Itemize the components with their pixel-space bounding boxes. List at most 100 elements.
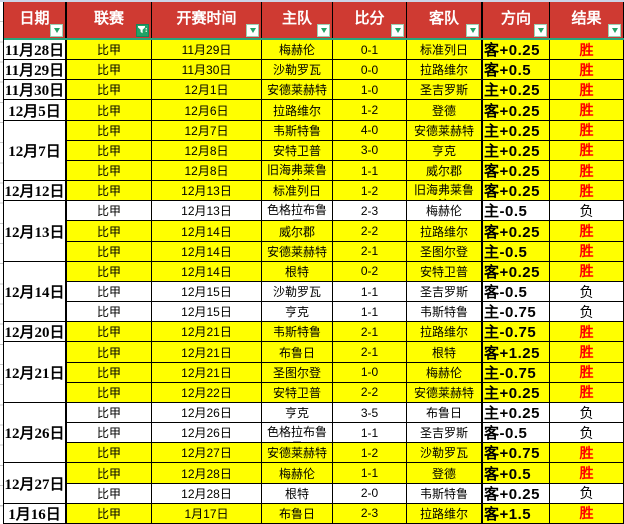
score-cell[interactable]: 1-1 <box>333 423 407 444</box>
home-team-cell[interactable]: 韦斯特鲁 <box>262 120 333 141</box>
league-cell[interactable]: 比甲 <box>67 302 152 323</box>
league-cell[interactable]: 比甲 <box>67 362 152 383</box>
kickoff-cell[interactable]: 12月28日 <box>152 463 262 484</box>
home-team-cell[interactable]: 色格拉布鲁 日 <box>262 423 333 444</box>
league-cell[interactable]: 比甲 <box>67 503 152 524</box>
result-cell[interactable]: 胜 <box>550 362 624 383</box>
kickoff-cell[interactable]: 12月21日 <box>152 362 262 383</box>
date-cell[interactable]: 11月28日 <box>4 40 67 61</box>
score-cell[interactable]: 2-1 <box>333 322 407 343</box>
league-cell[interactable]: 比甲 <box>67 382 152 403</box>
kickoff-cell[interactable]: 12月28日 <box>152 483 262 504</box>
date-cell[interactable]: 11月30日 <box>4 80 67 101</box>
score-cell[interactable]: 2-0 <box>333 483 407 504</box>
home-team-cell[interactable]: 色格拉布鲁 日 <box>262 201 333 222</box>
filter-dropdown-icon[interactable] <box>246 24 259 37</box>
result-cell[interactable]: 胜 <box>550 140 624 161</box>
home-team-cell[interactable]: 布鲁日 <box>262 342 333 363</box>
score-cell[interactable]: 4-0 <box>333 120 407 141</box>
result-cell[interactable]: 负 <box>550 483 624 504</box>
kickoff-cell[interactable]: 12月13日 <box>152 201 262 222</box>
direction-cell[interactable]: 客+0.5 <box>481 463 550 484</box>
filter-dropdown-icon[interactable] <box>466 24 479 37</box>
direction-cell[interactable]: 客+1.5 <box>481 503 550 524</box>
away-cell[interactable]: 威尔郡 <box>407 160 481 182</box>
home-team-cell[interactable]: 韦斯特鲁 <box>262 322 333 343</box>
league-cell[interactable]: 比甲 <box>67 60 152 81</box>
result-cell[interactable]: 胜 <box>550 181 624 202</box>
kickoff-cell[interactable]: 11月30日 <box>152 60 262 81</box>
direction-cell[interactable]: 主+0.25 <box>481 402 550 424</box>
header-cell-away[interactable]: 客队 <box>407 2 481 38</box>
direction-cell[interactable]: 客+0.25 <box>481 221 550 242</box>
direction-cell[interactable]: 主-0.75 <box>481 322 550 343</box>
score-cell[interactable]: 1-1 <box>333 302 407 323</box>
away-cell[interactable]: 拉路维尔 <box>407 60 481 81</box>
score-cell[interactable]: 3-5 <box>333 402 407 424</box>
kickoff-cell[interactable]: 11月29日 <box>152 40 262 61</box>
filter-dropdown-icon[interactable] <box>391 24 404 37</box>
date-cell[interactable]: 11月29日 <box>4 60 67 81</box>
result-cell[interactable]: 负 <box>550 423 624 444</box>
score-cell[interactable]: 0-1 <box>333 40 407 61</box>
filter-dropdown-icon[interactable] <box>534 24 547 37</box>
filter-funnel-icon[interactable] <box>136 24 149 37</box>
direction-cell[interactable]: 主+0.25 <box>481 382 550 403</box>
direction-cell[interactable]: 主-0.75 <box>481 302 550 323</box>
result-cell[interactable]: 负 <box>550 281 624 303</box>
score-cell[interactable]: 2-1 <box>333 342 407 363</box>
result-cell[interactable]: 胜 <box>550 40 624 61</box>
away-cell[interactable]: 圣吉罗斯 <box>407 80 481 101</box>
score-cell[interactable]: 3-0 <box>333 140 407 161</box>
kickoff-cell[interactable]: 12月13日 <box>152 181 262 202</box>
kickoff-cell[interactable]: 12月27日 <box>152 443 262 464</box>
score-cell[interactable]: 1-1 <box>333 160 407 182</box>
score-cell[interactable]: 2-1 <box>333 241 407 262</box>
away-cell[interactable]: 圣吉罗斯 <box>407 423 481 444</box>
league-cell[interactable]: 比甲 <box>67 281 152 303</box>
header-cell-date[interactable]: 日期 <box>4 2 67 38</box>
direction-cell[interactable]: 客+0.5 <box>481 60 550 81</box>
result-cell[interactable]: 胜 <box>550 100 624 121</box>
kickoff-cell[interactable]: 12月8日 <box>152 160 262 182</box>
league-cell[interactable]: 比甲 <box>67 40 152 61</box>
direction-cell[interactable]: 客+0.75 <box>481 443 550 464</box>
home-team-cell[interactable]: 安特卫普 <box>262 382 333 403</box>
home-team-cell[interactable]: 亨克 <box>262 302 333 323</box>
kickoff-cell[interactable]: 12月22日 <box>152 382 262 403</box>
home-team-cell[interactable]: 安德莱赫特 <box>262 80 333 101</box>
away-cell[interactable]: 安特卫普 <box>407 261 481 282</box>
score-cell[interactable]: 2-2 <box>333 382 407 403</box>
header-cell-league[interactable]: 联赛 <box>67 2 152 38</box>
result-cell[interactable]: 胜 <box>550 463 624 484</box>
league-cell[interactable]: 比甲 <box>67 201 152 222</box>
kickoff-cell[interactable]: 12月21日 <box>152 342 262 363</box>
away-cell[interactable]: 根特 <box>407 342 481 363</box>
league-cell[interactable]: 比甲 <box>67 423 152 444</box>
result-cell[interactable]: 负 <box>550 201 624 222</box>
kickoff-cell[interactable]: 1月17日 <box>152 503 262 524</box>
away-cell[interactable]: 拉路维尔 <box>407 503 481 524</box>
result-cell[interactable]: 胜 <box>550 342 624 363</box>
result-cell[interactable]: 胜 <box>550 60 624 81</box>
away-cell[interactable]: 沙勒罗瓦 <box>407 443 481 464</box>
home-team-cell[interactable]: 亨克 <box>262 402 333 424</box>
home-team-cell[interactable]: 安德莱赫特 <box>262 241 333 262</box>
date-cell[interactable]: 12月7日 <box>4 120 67 182</box>
home-team-cell[interactable]: 梅赫伦 <box>262 40 333 61</box>
home-team-cell[interactable]: 沙勒罗瓦 <box>262 60 333 81</box>
score-cell[interactable]: 1-2 <box>333 443 407 464</box>
score-cell[interactable]: 1-2 <box>333 100 407 121</box>
league-cell[interactable]: 比甲 <box>67 483 152 504</box>
direction-cell[interactable]: 主-0.5 <box>481 241 550 262</box>
league-cell[interactable]: 比甲 <box>67 402 152 424</box>
away-cell[interactable]: 梅赫伦 <box>407 362 481 383</box>
league-cell[interactable]: 比甲 <box>67 160 152 182</box>
result-cell[interactable]: 胜 <box>550 382 624 403</box>
date-cell[interactable]: 12月13日 <box>4 201 67 262</box>
away-cell[interactable]: 旧海弗莱鲁 汶 <box>407 181 481 202</box>
result-cell[interactable]: 胜 <box>550 241 624 262</box>
score-cell[interactable]: 1-1 <box>333 281 407 303</box>
direction-cell[interactable]: 客+0.25 <box>481 261 550 282</box>
direction-cell[interactable]: 客+0.25 <box>481 181 550 202</box>
